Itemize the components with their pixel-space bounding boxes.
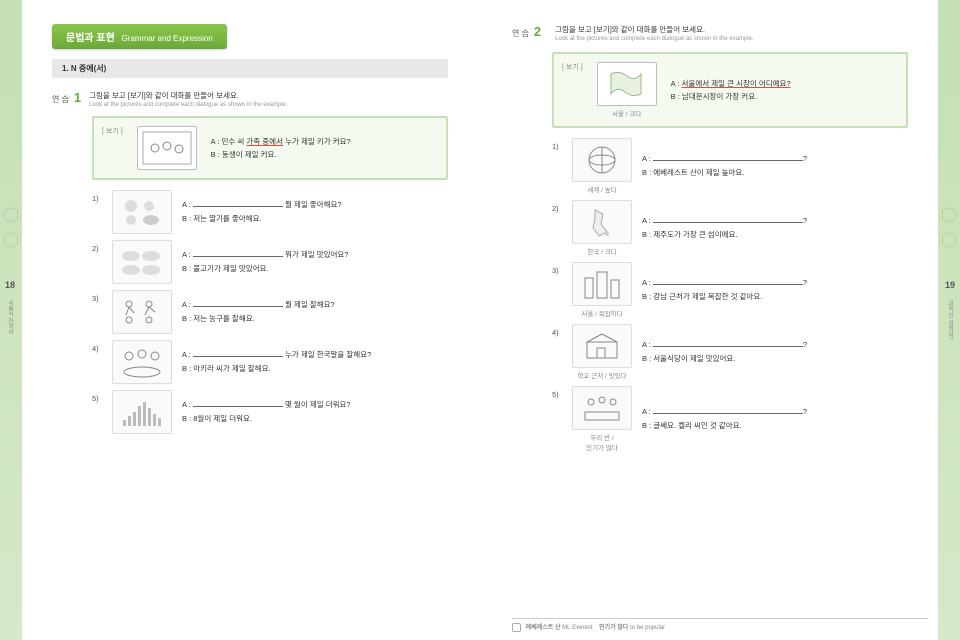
side-label-right: 과목 한 선생님? [946,300,954,339]
list-item: 4) 학교 근처 / 맛있다 A : ?B : 서울식당이 제일 맛있어요. [552,324,908,380]
classroom-icon [572,386,632,430]
practice-label: 연 습 [52,94,69,105]
example-image [137,126,197,170]
instruction-ko: 그림을 보고 [보기]와 같이 대화를 만들어 보세요. [89,90,287,101]
globe-icon [572,138,632,182]
bar-chart-icon [112,390,172,434]
footnote: 에베레스트 산 Mt. Everest 인기가 많다 to be popular [512,618,928,632]
list-item: 3) 서울 / 복잡하다 A : ?B : 강남 근처가 제일 복잡한 것 같아… [552,262,908,318]
banner-ko: 문법과 표현 [66,33,115,44]
instruction-block: 그림을 보고 [보기]와 같이 대화를 만들어 보세요. Look at the… [89,90,287,108]
list-item: 1) 세계 / 높다 A : ?B : 에베레스트 산이 제일 높아요. [552,138,908,194]
page-number-left: 18 [5,280,15,290]
banner-en: Grammar and Expression [122,34,213,43]
section-banner: 문법과 표현 Grammar and Expression [52,24,227,49]
fruit-icon [112,190,172,234]
map-icon [597,62,657,106]
city-icon [572,262,632,306]
practice-1-header: 연 습 1 그림을 보고 [보기]와 같이 대화를 만들어 보세요. Look … [52,90,448,108]
family-illustration-icon [141,130,193,166]
list-item: 4) A : 누가 제일 한국말을 잘해요?B : 아키라 씨가 제일 잘해요. [92,340,448,384]
example-box-2: [ 보기 ] 서울 / 크다 A : 서울에서 제일 큰 시장이 어디예요? B… [552,52,908,128]
note-icon [512,623,521,632]
page-left: 18 서울식 한국어 문법과 표현 Grammar and Expression… [0,0,480,640]
page-right: 19 과목 한 선생님? 연 습 2 그림을 보고 [보기]와 같이 대화를 만… [480,0,960,640]
list-item: 5) 우리 반 / 인기가 많다 A : ?B : 글쎄요. 켈리 씨인 것 같… [552,386,908,452]
practice-number: 1 [74,90,81,105]
list-item: 1) A : 뭘 제일 좋아해요?B : 저는 딸기를 좋아해요. [92,190,448,234]
list-item: 2) 한국 / 크다 A : ?B : 제주도가 가장 큰 섬이에요. [552,200,908,256]
example-box: [ 보기 ] A : 민수 씨 가족 중에서 누가 제일 키가 커요? B : … [92,116,448,180]
sports-icon [112,290,172,334]
list-item: 2) A : 뭐가 제일 맛있어요?B : 불고기가 제일 맛있어요. [92,240,448,284]
example-dialogue: A : 민수 씨 가족 중에서 누가 제일 키가 커요? B : 동생이 제일 … [211,135,438,162]
list-item: 3) A : 뭘 제일 잘해요?B : 저는 농구를 잘해요. [92,290,448,334]
page-number-right: 19 [945,280,955,290]
korea-map-icon [572,200,632,244]
grammar-point-heading: 1. N 중에(서) [52,59,448,78]
side-label-left: 서울식 한국어 [6,300,14,335]
people-icon [112,340,172,384]
list-item: 5) A : 몇 월이 제일 더워요?B : 8월이 제일 더워요. [92,390,448,434]
instruction-en: Look at the pictures and complete each d… [89,102,287,108]
practice-2-header: 연 습 2 그림을 보고 [보기]와 같이 대화를 만들어 보세요. Look … [512,24,908,42]
example-label: [ 보기 ] [102,126,123,136]
food-icon [112,240,172,284]
restaurant-icon [572,324,632,368]
